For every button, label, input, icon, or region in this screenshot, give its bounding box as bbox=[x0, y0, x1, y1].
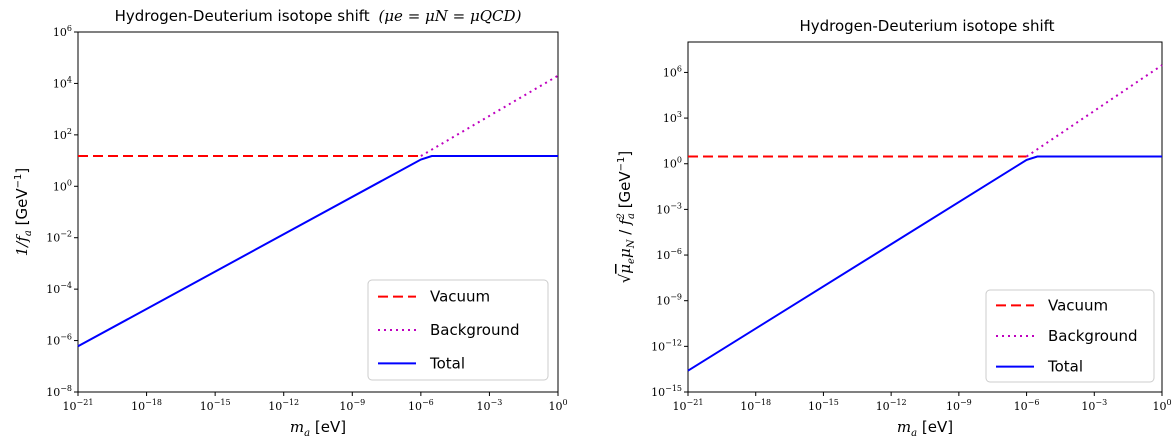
chart-left-legend-label-total: Total bbox=[429, 354, 465, 372]
chart-left-legend-box bbox=[367, 279, 549, 381]
chart-left: Hydrogen-Deuterium isotope shift (μe = μ… bbox=[13, 7, 568, 439]
chart-left-x-tick-label-1: 10−18 bbox=[131, 398, 162, 413]
chart-right-x-tick-label-5: 10−6 bbox=[1014, 398, 1040, 413]
chart-right-y-tick-label-6: 103 bbox=[663, 110, 682, 125]
chart-left-y-tick-label-7: 106 bbox=[53, 24, 72, 39]
chart-left-x-tick-label-3: 10−12 bbox=[268, 398, 299, 413]
chart-left-y-tick-label-3: 10−2 bbox=[46, 230, 72, 245]
chart-right-x-tick-label-2: 10−15 bbox=[808, 398, 839, 413]
chart-left-y-tick-label-0: 10−8 bbox=[46, 384, 72, 399]
chart-right-x-tick-label-0: 10−21 bbox=[673, 398, 704, 413]
chart-left-x-tick-label-2: 10−15 bbox=[200, 398, 231, 413]
chart-left-legend-label-background: Background bbox=[430, 321, 520, 339]
chart-right-legend-label-total: Total bbox=[1047, 358, 1083, 376]
chart-left-y-tick-label-5: 102 bbox=[53, 127, 72, 142]
chart-left-x-ticks: 10−21 10−18 10−15 10−12 10−9 10−6 10−3 100 bbox=[63, 392, 568, 413]
chart-right-y-tick-label-7: 106 bbox=[663, 64, 682, 79]
chart-left-x-tick-label-0: 10−21 bbox=[63, 398, 94, 413]
chart-right-y-axis-label: √μeμN / f2a [GeV−1] bbox=[616, 151, 637, 284]
chart-left-title-text: Hydrogen-Deuterium isotope shift bbox=[115, 7, 370, 25]
chart-left-series bbox=[77, 74, 559, 348]
chart-left-series-total-line bbox=[77, 155, 558, 348]
chart-left-y-tick-label-1: 10−6 bbox=[46, 333, 72, 348]
chart-right-legend-label-vacuum: Vacuum bbox=[1048, 296, 1108, 314]
chart-right-x-tick-label-3: 10−12 bbox=[876, 398, 907, 413]
chart-right: Hydrogen-Deuterium isotope shift 10−21 10… bbox=[616, 17, 1172, 439]
chart-left-title: Hydrogen-Deuterium isotope shift (μe = μ… bbox=[115, 7, 522, 25]
chart-right-legend-label-background: Background bbox=[1048, 327, 1138, 345]
chart-right-x-ticks: 10−21 10−18 10−15 10−12 10−9 10−6 10−3 100 bbox=[673, 392, 1172, 413]
chart-left-y-tick-label-2: 10−4 bbox=[46, 281, 72, 296]
chart-right-y-tick-label-2: 10−9 bbox=[656, 293, 682, 308]
chart-left-plot-frame bbox=[77, 31, 559, 393]
chart-left-x-tick-label-6: 10−3 bbox=[477, 398, 503, 413]
chart-right-x-axis-label: ma [eV] bbox=[897, 418, 953, 439]
chart-left-title-math: (μe = μN = μQCD) bbox=[378, 7, 521, 25]
chart-left-legend: Vacuum Background Total bbox=[367, 279, 549, 381]
chart-left-x-tick-label-7: 100 bbox=[548, 398, 567, 413]
chart-right-title: Hydrogen-Deuterium isotope shift bbox=[799, 17, 1054, 35]
chart-right-series bbox=[687, 64, 1163, 372]
chart-right-plot-frame bbox=[687, 41, 1163, 393]
chart-left-legend-label-vacuum: Vacuum bbox=[430, 288, 490, 306]
chart-right-x-tick-label-1: 10−18 bbox=[740, 398, 771, 413]
chart-left-x-tick-label-5: 10−6 bbox=[408, 398, 434, 413]
chart-right-legend-box bbox=[985, 289, 1155, 383]
chart-right-y-tick-label-0: 10−15 bbox=[651, 384, 682, 399]
chart-left-x-axis-label: ma [eV] bbox=[290, 418, 346, 439]
chart-right-series-background-line bbox=[1026, 64, 1163, 158]
chart-left-y-tick-label-6: 104 bbox=[53, 75, 72, 90]
chart-left-y-ticks: 10−8 10−6 10−4 10−2 100 102 104 106 bbox=[46, 24, 78, 399]
chart-left-y-axis-label: 1/fa [GeV−1] bbox=[13, 168, 34, 256]
chart-right-y-tick-label-4: 10−3 bbox=[656, 201, 682, 216]
chart-right-x-tick-label-4: 10−9 bbox=[946, 398, 972, 413]
chart-left-y-tick-label-4: 100 bbox=[53, 178, 72, 193]
chart-right-y-tick-label-5: 100 bbox=[663, 156, 682, 171]
chart-right-legend: Vacuum Background Total bbox=[985, 289, 1155, 383]
chart-right-y-tick-label-1: 10−12 bbox=[651, 338, 682, 353]
chart-left-x-tick-label-4: 10−9 bbox=[339, 398, 365, 413]
chart-right-y-ticks: 10−15 10−12 10−9 10−6 10−3 100 103 106 bbox=[651, 64, 688, 399]
chart-right-x-tick-label-7: 100 bbox=[1152, 398, 1171, 413]
chart-left-series-background-line bbox=[420, 74, 559, 157]
chart-right-y-tick-label-3: 10−6 bbox=[656, 247, 682, 262]
chart-right-series-total-line bbox=[687, 155, 1162, 372]
chart-right-x-tick-label-6: 10−3 bbox=[1081, 398, 1107, 413]
